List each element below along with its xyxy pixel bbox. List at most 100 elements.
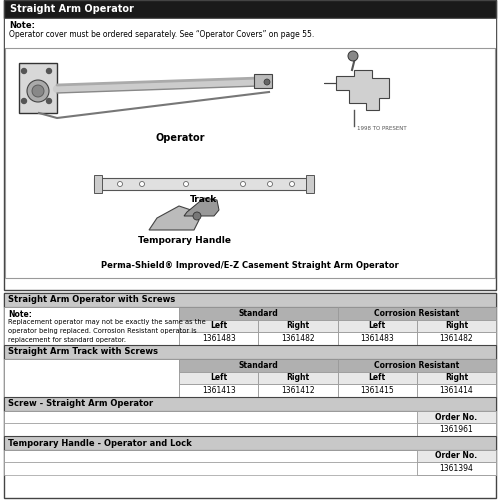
Bar bbox=[338, 320, 417, 332]
Text: Left: Left bbox=[210, 374, 227, 382]
Text: Temporary Handle - Operator and Lock: Temporary Handle - Operator and Lock bbox=[8, 438, 192, 448]
Text: replacement for standard operator.: replacement for standard operator. bbox=[8, 337, 126, 343]
Bar bbox=[4, 345, 496, 359]
Bar bbox=[4, 293, 496, 307]
Bar bbox=[417, 372, 496, 384]
Bar bbox=[4, 0, 496, 290]
Bar bbox=[258, 372, 338, 384]
Circle shape bbox=[264, 79, 270, 85]
Text: Order No.: Order No. bbox=[436, 412, 478, 422]
Text: Right: Right bbox=[286, 374, 310, 382]
Bar bbox=[417, 320, 496, 332]
Bar bbox=[417, 384, 496, 397]
Bar bbox=[417, 411, 496, 423]
Bar bbox=[4, 450, 496, 462]
Polygon shape bbox=[324, 70, 389, 110]
Bar bbox=[338, 372, 417, 384]
Bar bbox=[179, 359, 338, 372]
Bar bbox=[417, 423, 496, 436]
Circle shape bbox=[46, 98, 52, 103]
Circle shape bbox=[240, 182, 246, 186]
Text: 1361415: 1361415 bbox=[360, 386, 394, 395]
Bar bbox=[179, 320, 258, 332]
Text: 1361482: 1361482 bbox=[440, 334, 473, 343]
Text: Left: Left bbox=[210, 322, 227, 330]
Text: Screw - Straight Arm Operator: Screw - Straight Arm Operator bbox=[8, 400, 153, 408]
Text: Standard: Standard bbox=[238, 309, 278, 318]
Bar bbox=[338, 332, 417, 345]
Text: 1361412: 1361412 bbox=[281, 386, 314, 395]
Bar bbox=[254, 74, 272, 88]
Text: 1361961: 1361961 bbox=[440, 425, 473, 434]
Circle shape bbox=[140, 182, 144, 186]
Circle shape bbox=[27, 80, 49, 102]
Text: Note:: Note: bbox=[8, 310, 32, 319]
Bar bbox=[417, 332, 496, 345]
Circle shape bbox=[46, 68, 52, 73]
Bar bbox=[179, 332, 258, 345]
Text: 1361414: 1361414 bbox=[440, 386, 473, 395]
Bar bbox=[94, 175, 102, 193]
Text: Right: Right bbox=[286, 322, 310, 330]
Bar bbox=[338, 307, 496, 320]
Text: Straight Arm Operator with Screws: Straight Arm Operator with Screws bbox=[8, 296, 175, 304]
Text: 1998 TO PRESENT: 1998 TO PRESENT bbox=[357, 126, 406, 131]
Circle shape bbox=[184, 182, 188, 186]
Bar bbox=[4, 18, 496, 48]
Bar bbox=[179, 372, 258, 384]
Text: Order No.: Order No. bbox=[436, 452, 478, 460]
Bar bbox=[4, 0, 496, 18]
Bar bbox=[338, 384, 417, 397]
Text: Right: Right bbox=[445, 374, 468, 382]
Text: Corrosion Resistant: Corrosion Resistant bbox=[374, 309, 460, 318]
Bar bbox=[4, 307, 179, 345]
Text: 1361483: 1361483 bbox=[360, 334, 394, 343]
Text: 1361482: 1361482 bbox=[281, 334, 314, 343]
Bar bbox=[5, 48, 495, 278]
Bar bbox=[258, 320, 338, 332]
Circle shape bbox=[290, 182, 294, 186]
Circle shape bbox=[32, 85, 44, 97]
Text: Operator: Operator bbox=[155, 133, 205, 143]
Bar bbox=[179, 307, 338, 320]
Bar bbox=[4, 359, 179, 397]
Polygon shape bbox=[149, 206, 199, 230]
Text: Standard: Standard bbox=[238, 361, 278, 370]
Bar bbox=[4, 293, 496, 498]
Bar bbox=[4, 462, 496, 475]
Text: Temporary Handle: Temporary Handle bbox=[138, 236, 230, 245]
Text: Straight Arm Track with Screws: Straight Arm Track with Screws bbox=[8, 348, 158, 356]
Bar bbox=[338, 359, 496, 372]
Text: 1361483: 1361483 bbox=[202, 334, 235, 343]
Text: Track: Track bbox=[190, 195, 218, 204]
Text: 1361413: 1361413 bbox=[202, 386, 235, 395]
Text: Note:: Note: bbox=[9, 21, 35, 30]
Text: Left: Left bbox=[368, 322, 386, 330]
Text: Straight Arm Operator: Straight Arm Operator bbox=[10, 4, 134, 14]
Circle shape bbox=[22, 68, 26, 73]
Circle shape bbox=[348, 51, 358, 61]
Bar bbox=[4, 423, 496, 436]
Circle shape bbox=[22, 98, 26, 103]
Bar bbox=[258, 384, 338, 397]
Text: Left: Left bbox=[368, 374, 386, 382]
Bar bbox=[4, 436, 496, 450]
Circle shape bbox=[193, 212, 201, 220]
Text: Perma-Shield® Improved/E-Z Casement Straight Arm Operator: Perma-Shield® Improved/E-Z Casement Stra… bbox=[101, 262, 399, 270]
Circle shape bbox=[118, 182, 122, 186]
Polygon shape bbox=[184, 198, 219, 216]
Bar bbox=[417, 450, 496, 462]
Text: 1361394: 1361394 bbox=[440, 464, 474, 473]
Text: Corrosion Resistant: Corrosion Resistant bbox=[374, 361, 460, 370]
Text: Operator cover must be ordered separately. See “Operator Covers” on page 55.: Operator cover must be ordered separatel… bbox=[9, 30, 314, 39]
Text: operator being replaced. Corrosion Resistant operator is: operator being replaced. Corrosion Resis… bbox=[8, 328, 196, 334]
Bar bbox=[306, 175, 314, 193]
Bar bbox=[19, 63, 57, 113]
Text: Right: Right bbox=[445, 322, 468, 330]
Text: Replacement operator may not be exactly the same as the: Replacement operator may not be exactly … bbox=[8, 319, 206, 325]
Bar bbox=[179, 384, 258, 397]
Circle shape bbox=[268, 182, 272, 186]
Bar bbox=[4, 411, 496, 423]
Bar bbox=[417, 462, 496, 475]
Bar bbox=[258, 332, 338, 345]
